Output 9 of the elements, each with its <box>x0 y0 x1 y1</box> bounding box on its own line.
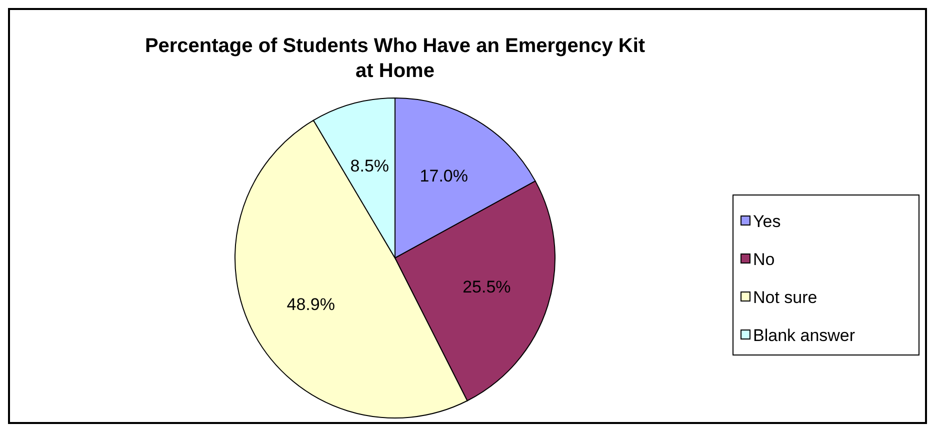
legend-label: No <box>753 250 775 269</box>
data-label: 48.9% <box>286 295 335 314</box>
legend-label: Blank answer <box>753 326 856 345</box>
legend-label: Not sure <box>753 288 818 307</box>
data-label: 25.5% <box>462 277 511 296</box>
data-label: 17.0% <box>420 166 468 186</box>
data-label: 8.5% <box>350 156 390 176</box>
chart-title: Percentage of Students Who Have an Emergency Kit at Home <box>144 35 646 82</box>
legend-label: Yes <box>753 212 781 231</box>
